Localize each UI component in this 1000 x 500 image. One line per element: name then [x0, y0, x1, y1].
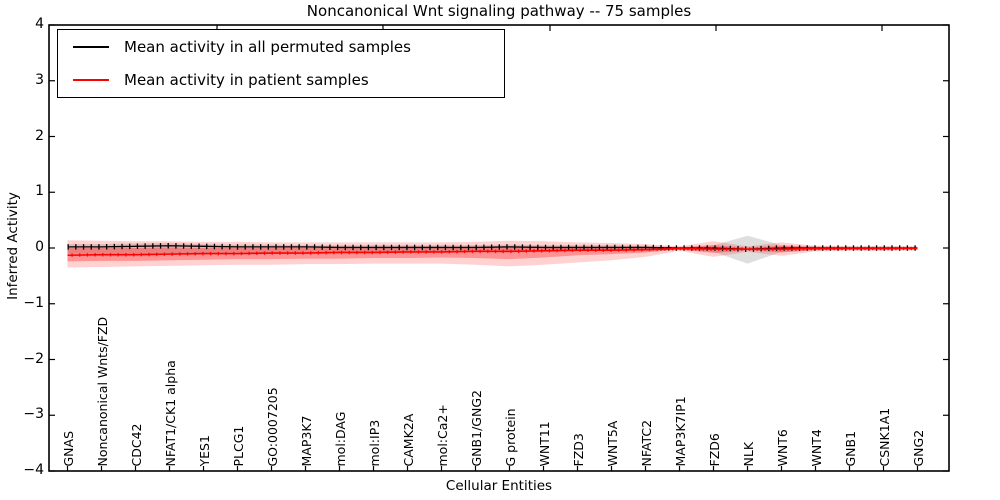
x-category-label: FZD3: [571, 433, 586, 466]
x-category-label: CAMK2A: [401, 413, 416, 466]
y-tick-label: 4: [35, 16, 44, 32]
x-axis-label: Cellular Entities: [445, 478, 553, 494]
x-category-label: G protein: [503, 408, 518, 466]
x-category-label: NFATC2: [639, 420, 654, 467]
x-category-label: GNB1/GNG2: [469, 390, 484, 466]
x-category-label: PLCG1: [231, 426, 246, 467]
x-category-label: GNAS: [61, 431, 76, 467]
legend-line-sample-red: [73, 78, 109, 81]
x-category-label: NLK: [741, 441, 756, 466]
x-category-label: WNT6: [775, 429, 790, 466]
x-category-label: GO:0007205: [265, 387, 280, 466]
x-category-label: GNG2: [911, 430, 926, 467]
y-tick-label: −4: [23, 462, 44, 478]
x-category-label: NFAT1/CK1 alpha: [163, 360, 178, 466]
y-tick-label: 0: [35, 239, 44, 255]
legend-label: Mean activity in patient samples: [124, 70, 369, 89]
permuted-band: [67, 235, 918, 264]
legend-label: Mean activity in all permuted samples: [124, 38, 411, 57]
y-axis-label: Inferred Activity: [5, 192, 21, 300]
x-category-label: WNT11: [537, 421, 552, 466]
x-category-label: WNT4: [809, 429, 824, 466]
x-category-label: mol:DAG: [333, 412, 348, 467]
y-tick-label: −1: [23, 294, 44, 311]
permuted-mean-line: [67, 245, 918, 250]
x-category-label: MAP3K7: [299, 416, 314, 467]
x-category-label: FZD6: [707, 433, 722, 466]
y-tick-label: −2: [23, 350, 44, 367]
x-category-label: mol:IP3: [367, 420, 382, 467]
x-category-label: GNB1: [843, 431, 858, 467]
legend-entry-patient: Mean activity in patient samples: [58, 64, 504, 95]
legend-line-sample-black: [73, 46, 109, 49]
y-tick-label: 1: [35, 183, 44, 200]
y-tick-label: 2: [35, 127, 44, 144]
y-tick-label: 3: [35, 71, 44, 88]
x-category-label: mol:Ca2+: [435, 404, 450, 466]
x-category-label: YES1: [197, 435, 212, 467]
x-category-label: CDC42: [129, 424, 144, 467]
x-category-label: WNT5A: [605, 420, 620, 466]
patient-mean-line: [67, 247, 918, 257]
x-category-label: Noncanonical Wnts/FZD: [95, 317, 110, 467]
chart-title: Noncanonical Wnt signaling pathway -- 75…: [306, 2, 692, 20]
legend: Mean activity in all permuted samples Me…: [57, 29, 505, 98]
legend-entry-permuted: Mean activity in all permuted samples: [58, 32, 504, 63]
x-category-label: CSNK1A1: [877, 408, 892, 467]
y-tick-label: −3: [23, 406, 44, 423]
x-category-label: MAP3K7IP1: [673, 396, 688, 466]
